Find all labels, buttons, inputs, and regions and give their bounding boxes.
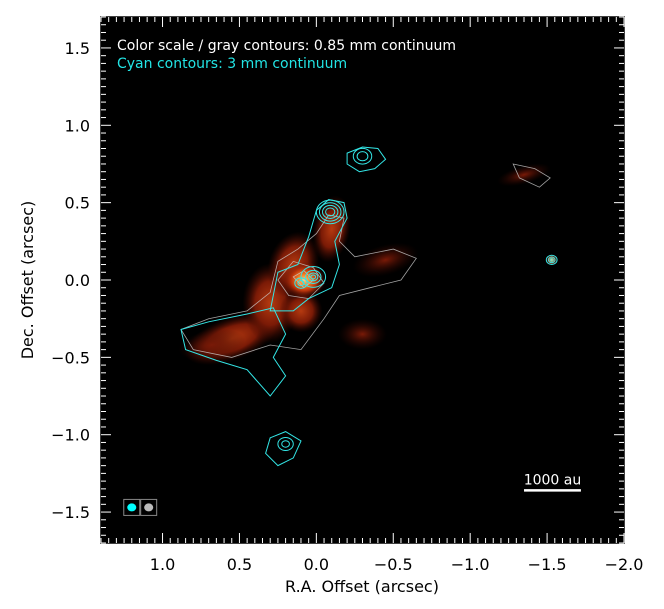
cyan-contours: [180, 146, 558, 467]
x-tick-label: 0.5: [227, 555, 252, 574]
cyan-contour-3: [265, 431, 302, 467]
cyan-ring-4-0: [277, 436, 294, 452]
cyan-ring-5-1: [547, 256, 556, 264]
scale-bar: 1000 au: [524, 472, 582, 492]
gray-contour-3: [512, 163, 551, 188]
cyan-contour-2: [346, 146, 387, 173]
cyan-contour-0: [180, 307, 287, 397]
plot-area: [101, 17, 624, 543]
y-tick-label: 1.5: [65, 39, 90, 58]
cyan-ring-5-2: [549, 258, 554, 262]
x-tick-label: −0.5: [374, 555, 413, 574]
y-tick-label: 0.0: [65, 271, 90, 290]
cyan-ring-4-1: [281, 440, 290, 448]
emission-blob-6: [337, 318, 388, 350]
scale-bar-label: 1000 au: [524, 472, 582, 488]
emission-blob-9: [497, 163, 551, 187]
cyan-ring-2-0: [294, 277, 308, 289]
x-tick-label: −1.5: [528, 555, 567, 574]
x-tick-label: 1.0: [150, 555, 175, 574]
cyan-ring-0-2: [322, 204, 339, 219]
cyan-ring-5-0: [545, 254, 558, 265]
cyan-ring-1-2: [308, 272, 319, 282]
x-axis-title: R.A. Offset (arcsec): [285, 577, 439, 596]
annotation-continuum-085mm: Color scale / gray contours: 0.85 mm con…: [117, 38, 456, 54]
annotation-continuum-3mm: Cyan contours: 3 mm continuum: [117, 56, 347, 72]
y-tick-label: 1.0: [65, 116, 90, 135]
cyan-ring-0-3: [325, 207, 336, 217]
beam-1: [144, 503, 154, 512]
cyan-ring-3-1: [356, 151, 369, 162]
beam-0: [127, 503, 137, 512]
y-tick-label: −1.0: [51, 426, 90, 445]
x-tick-label: −1.0: [451, 555, 490, 574]
y-tick-label: 0.5: [65, 194, 90, 213]
cyan-ring-0-1: [318, 202, 342, 222]
y-axis-title: Dec. Offset (arcsec): [18, 201, 37, 360]
gray-contour-2: [292, 270, 314, 289]
y-tick-labels: 1.5 1.0 0.5 0.0 −0.5 −1.0 −1.5: [51, 39, 90, 522]
gray-contour-1: [277, 260, 325, 300]
cyan-ring-2-1: [297, 279, 305, 287]
cyan-ring-3-0: [352, 147, 373, 165]
y-tick-label: −0.5: [51, 348, 90, 367]
emission-blob-5: [352, 242, 419, 278]
beam-markers: [123, 498, 158, 516]
cyan-ring-1-3: [310, 274, 317, 280]
cyan-ring-0-0: [315, 199, 345, 225]
x-tick-label: 0.0: [304, 555, 329, 574]
x-tick-labels: 1.0 0.5 0.0 −0.5 −1.0 −1.5 −2.0: [150, 555, 644, 574]
x-tick-label: −2.0: [605, 555, 644, 574]
cyan-ring-1-1: [305, 269, 322, 284]
axis-ticks: [100, 16, 625, 544]
cyan-contour-1: [269, 199, 348, 312]
cyan-ring-1-0: [300, 265, 327, 288]
emission-blob-7: [279, 289, 323, 333]
y-tick-label: −1.5: [51, 503, 90, 522]
